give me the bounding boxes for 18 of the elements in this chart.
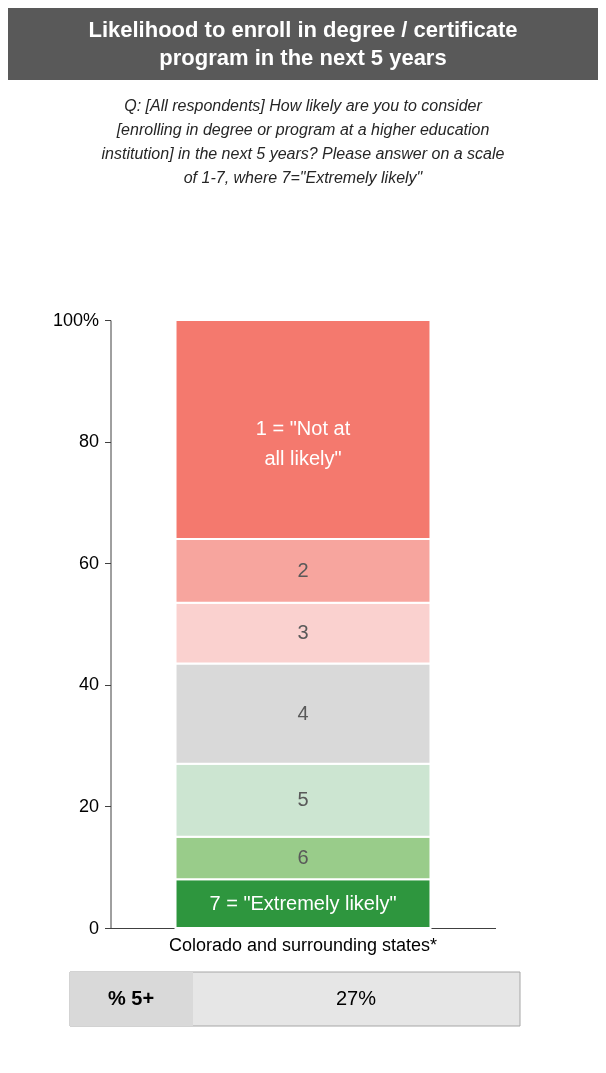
series-label: 2	[297, 558, 309, 581]
series-label: 4	[297, 701, 309, 724]
text: % 5+	[107, 987, 155, 1009]
y-tick-label: 100%	[52, 309, 99, 330]
text: 27%	[335, 987, 377, 1009]
series-label: 7 = "Extremely likely"	[209, 891, 397, 914]
series-label: 1 = "Not at all likely"	[255, 417, 351, 470]
y-tick-label: 80	[78, 431, 99, 452]
chart-subtitle: Q: [All respondents] How likely are you to consider [enrolling in degree or program at a higher education institution] in the next 5 years? Please answer on a scale of 1-7, where 7="Extremely likely"	[101, 97, 505, 186]
y-tick-label: 40	[78, 674, 99, 695]
x-tick-label: Colorado and surrounding states*	[168, 934, 438, 955]
series-label: 6	[297, 846, 309, 869]
series-label: 3	[297, 621, 309, 644]
y-tick-label: 60	[78, 552, 99, 573]
y-tick-label: 0	[88, 917, 99, 938]
series-label: 5	[297, 788, 309, 811]
y-tick-label: 20	[78, 795, 99, 816]
chart-title: Likelihood to enroll in degree / certificate program in the next 5 years	[88, 17, 518, 70]
